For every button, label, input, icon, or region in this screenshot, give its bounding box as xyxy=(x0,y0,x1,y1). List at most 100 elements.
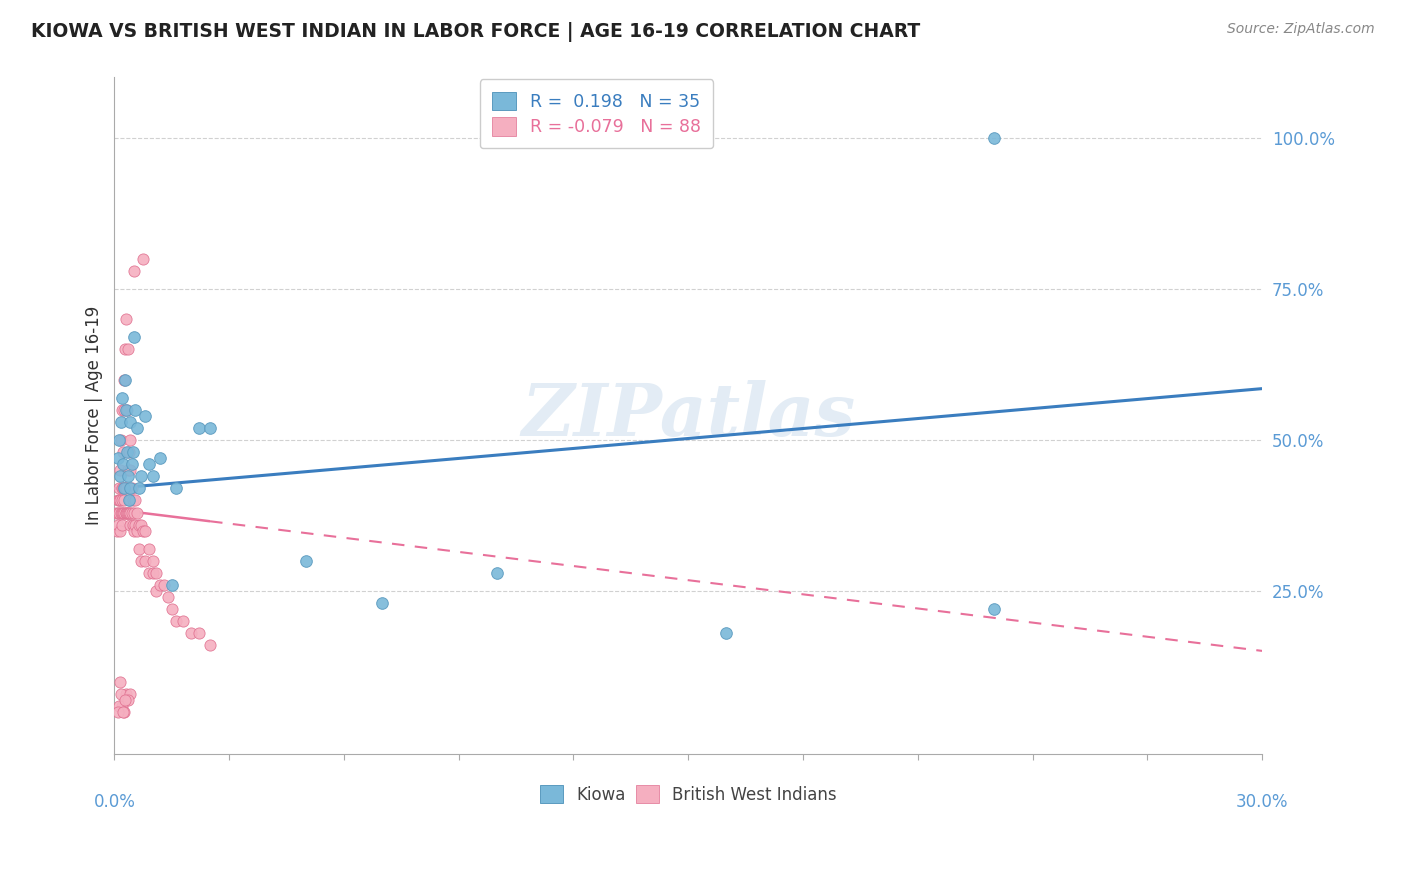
Point xyxy=(115,506,138,520)
Point xyxy=(107,517,129,532)
Point xyxy=(138,566,160,580)
Point xyxy=(118,445,141,459)
Point xyxy=(108,506,131,520)
Point xyxy=(134,524,156,538)
Point xyxy=(114,373,136,387)
Point xyxy=(129,517,152,532)
Legend: Kiowa, British West Indians: Kiowa, British West Indians xyxy=(530,775,846,814)
Point xyxy=(983,131,1005,145)
Point xyxy=(142,554,165,568)
Point xyxy=(127,421,149,435)
Point xyxy=(115,481,138,495)
Point xyxy=(160,602,183,616)
Point xyxy=(115,506,138,520)
Point xyxy=(294,554,316,568)
Point xyxy=(114,481,136,495)
Point xyxy=(118,433,141,447)
Point xyxy=(128,517,150,532)
Point xyxy=(111,402,134,417)
Point xyxy=(122,506,145,520)
Y-axis label: In Labor Force | Age 16-19: In Labor Force | Age 16-19 xyxy=(86,306,103,525)
Point xyxy=(983,602,1005,616)
Point xyxy=(111,506,134,520)
Point xyxy=(134,554,156,568)
Point xyxy=(129,469,152,483)
Point xyxy=(108,493,131,508)
Point xyxy=(117,693,139,707)
Point xyxy=(111,481,134,495)
Point xyxy=(156,590,179,604)
Point xyxy=(127,506,149,520)
Point xyxy=(114,343,136,357)
Point xyxy=(121,445,143,459)
Point xyxy=(115,445,138,459)
Point xyxy=(107,705,129,719)
Point xyxy=(114,693,136,707)
Point xyxy=(145,566,167,580)
Point xyxy=(138,457,160,471)
Point xyxy=(112,506,135,520)
Point xyxy=(108,469,131,483)
Point xyxy=(110,687,132,701)
Point xyxy=(111,391,134,405)
Point xyxy=(187,626,209,640)
Point xyxy=(107,524,129,538)
Point xyxy=(142,469,165,483)
Point xyxy=(117,469,139,483)
Point xyxy=(716,626,738,640)
Point xyxy=(112,402,135,417)
Point xyxy=(115,506,138,520)
Point xyxy=(115,312,138,326)
Point xyxy=(180,626,202,640)
Text: KIOWA VS BRITISH WEST INDIAN IN LABOR FORCE | AGE 16-19 CORRELATION CHART: KIOWA VS BRITISH WEST INDIAN IN LABOR FO… xyxy=(31,22,920,42)
Point xyxy=(112,373,135,387)
Point xyxy=(117,463,139,477)
Point xyxy=(122,524,145,538)
Point xyxy=(128,541,150,556)
Point xyxy=(120,506,142,520)
Point xyxy=(371,596,394,610)
Point xyxy=(118,415,141,429)
Point xyxy=(485,566,508,580)
Point xyxy=(128,481,150,495)
Point xyxy=(111,506,134,520)
Point xyxy=(118,687,141,701)
Point xyxy=(111,517,134,532)
Point xyxy=(111,493,134,508)
Point xyxy=(105,506,128,520)
Point xyxy=(149,451,172,466)
Point xyxy=(117,506,139,520)
Point xyxy=(124,402,146,417)
Point xyxy=(121,481,143,495)
Point xyxy=(122,264,145,278)
Point xyxy=(121,457,143,471)
Point xyxy=(160,578,183,592)
Point xyxy=(107,493,129,508)
Text: 30.0%: 30.0% xyxy=(1236,793,1288,811)
Point xyxy=(129,554,152,568)
Point xyxy=(112,481,135,495)
Text: Source: ZipAtlas.com: Source: ZipAtlas.com xyxy=(1227,22,1375,37)
Point xyxy=(108,524,131,538)
Point xyxy=(121,517,143,532)
Point xyxy=(118,493,141,508)
Point xyxy=(165,481,187,495)
Point xyxy=(165,614,187,628)
Point xyxy=(132,252,155,266)
Point xyxy=(115,402,138,417)
Point xyxy=(134,409,156,423)
Point xyxy=(198,421,221,435)
Point xyxy=(111,698,134,713)
Point xyxy=(111,481,134,495)
Text: 0.0%: 0.0% xyxy=(93,793,135,811)
Point xyxy=(110,415,132,429)
Point xyxy=(112,493,135,508)
Point xyxy=(120,481,142,495)
Point xyxy=(111,445,134,459)
Point xyxy=(117,343,139,357)
Point xyxy=(110,433,132,447)
Point xyxy=(111,457,134,471)
Text: ZIPatlas: ZIPatlas xyxy=(522,380,855,451)
Point xyxy=(108,698,131,713)
Point xyxy=(132,524,155,538)
